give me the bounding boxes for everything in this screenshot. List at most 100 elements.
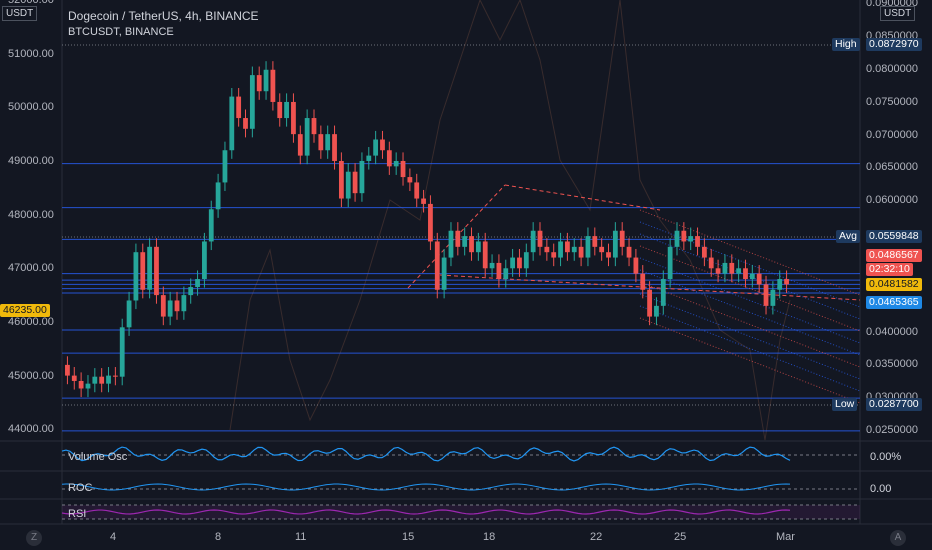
candle-up bbox=[147, 246, 153, 290]
candle-up bbox=[195, 279, 200, 288]
candle-down bbox=[619, 230, 625, 247]
time-axis-tick: 18 bbox=[483, 531, 496, 543]
time-axis-tick: 4 bbox=[110, 531, 117, 543]
candle-up bbox=[770, 289, 776, 306]
pitchfork-fan-line bbox=[639, 281, 861, 368]
candle-up bbox=[249, 75, 255, 129]
right-axis-tick: 0.0250000 bbox=[866, 424, 918, 437]
low-value-tag: 0.0287700 bbox=[866, 398, 922, 411]
candle-up bbox=[510, 257, 516, 269]
candle-down bbox=[544, 246, 550, 253]
countdown-tag: 02:32:10 bbox=[866, 263, 913, 276]
roc-label[interactable]: ROC bbox=[68, 482, 93, 494]
right-axis-tick: 0.0700000 bbox=[866, 128, 918, 141]
candle-down bbox=[647, 289, 652, 317]
candle-down bbox=[517, 257, 522, 269]
candle-down bbox=[140, 252, 146, 290]
candle-down bbox=[243, 118, 248, 129]
candle-up bbox=[126, 300, 132, 328]
candle-down bbox=[701, 246, 707, 258]
auto-scale-button[interactable]: A bbox=[890, 530, 906, 546]
candle-down bbox=[65, 364, 70, 376]
right-axis-tick: 0.0800000 bbox=[866, 62, 918, 75]
candle-up bbox=[777, 279, 783, 290]
candle-down bbox=[297, 134, 303, 156]
candle-up bbox=[359, 160, 365, 194]
time-axis-tick: 11 bbox=[295, 531, 307, 543]
candle-up bbox=[441, 257, 447, 290]
candle-down bbox=[537, 230, 543, 247]
candle-up bbox=[373, 139, 379, 156]
rsi-line bbox=[61, 509, 791, 515]
candle-up bbox=[503, 268, 509, 280]
candle-up bbox=[345, 171, 351, 199]
time-axis-tick: 25 bbox=[674, 531, 687, 543]
high-value-tag: 0.0872970 bbox=[866, 38, 922, 51]
pitchfork-fan-line bbox=[639, 245, 861, 332]
candle-up bbox=[585, 236, 591, 258]
pitchfork-fan-line bbox=[639, 257, 861, 344]
candle-down bbox=[99, 376, 105, 384]
candle-down bbox=[784, 279, 789, 285]
left-axis-tick: 44000.00 bbox=[8, 423, 54, 436]
roc-value: 0.00 bbox=[870, 483, 892, 495]
candle-up bbox=[304, 118, 310, 156]
candle-down bbox=[708, 257, 714, 269]
high-label-tag: High bbox=[832, 38, 860, 51]
candle-up bbox=[325, 134, 331, 151]
left-axis-tick: 45000.00 bbox=[8, 369, 54, 382]
candle-down bbox=[681, 230, 687, 242]
chart-title: Dogecoin / TetherUS, 4h, BINANCE bbox=[68, 9, 259, 23]
candle-down bbox=[291, 101, 296, 135]
candle-down bbox=[277, 101, 283, 119]
candle-down bbox=[421, 198, 426, 204]
pitchfork-fan-line bbox=[639, 317, 861, 404]
candle-down bbox=[380, 139, 385, 151]
candle-down bbox=[626, 246, 632, 258]
pitchfork-fan-line bbox=[639, 305, 861, 392]
candle-down bbox=[160, 295, 166, 317]
candle-up bbox=[119, 327, 125, 377]
candle-up bbox=[106, 375, 111, 384]
candle-up bbox=[462, 236, 468, 247]
candle-up bbox=[188, 287, 194, 296]
candle-up bbox=[366, 155, 372, 161]
time-axis-tick: 15 bbox=[402, 531, 415, 543]
candle-up bbox=[222, 150, 228, 183]
zoom-toggle-button[interactable]: Z bbox=[26, 530, 42, 546]
candle-down bbox=[414, 182, 420, 199]
candle-up bbox=[736, 268, 742, 274]
candle-up bbox=[722, 262, 728, 274]
candle-up bbox=[85, 383, 91, 389]
oscillator-panes bbox=[61, 446, 860, 520]
volume-osc-label[interactable]: Volume Osc bbox=[68, 451, 128, 463]
volume-osc-value: 0.00% bbox=[870, 451, 902, 463]
yellow-price-tag: 0.0481582 bbox=[866, 278, 922, 291]
right-axis-tick: 0.0650000 bbox=[866, 161, 918, 174]
right-axis-unit[interactable]: USDT bbox=[880, 6, 916, 21]
rsi-label[interactable]: RSI bbox=[68, 508, 87, 520]
candle-down bbox=[606, 252, 611, 258]
candle-up bbox=[530, 230, 536, 253]
candle-down bbox=[633, 257, 639, 274]
candle-up bbox=[263, 69, 269, 92]
left-axis-tick: 51000.00 bbox=[8, 47, 54, 60]
rsi-band bbox=[62, 505, 860, 519]
candle-up bbox=[489, 262, 495, 269]
candle-down bbox=[256, 75, 262, 92]
time-axis-tick: 8 bbox=[215, 531, 222, 543]
left-axis-tick: 49000.00 bbox=[8, 154, 54, 167]
candle-down bbox=[318, 134, 324, 151]
left-current-price-tag: 46235.00 bbox=[0, 304, 50, 317]
right-axis-tick: 0.0350000 bbox=[866, 358, 918, 371]
doge-overlay-path bbox=[229, 0, 791, 441]
candle-up bbox=[448, 230, 454, 258]
candle-down bbox=[496, 262, 502, 280]
left-axis-unit[interactable]: USDT bbox=[2, 6, 38, 21]
pitchfork-fan-line bbox=[639, 269, 861, 356]
candle-up bbox=[215, 182, 221, 210]
candle-down bbox=[78, 380, 84, 389]
